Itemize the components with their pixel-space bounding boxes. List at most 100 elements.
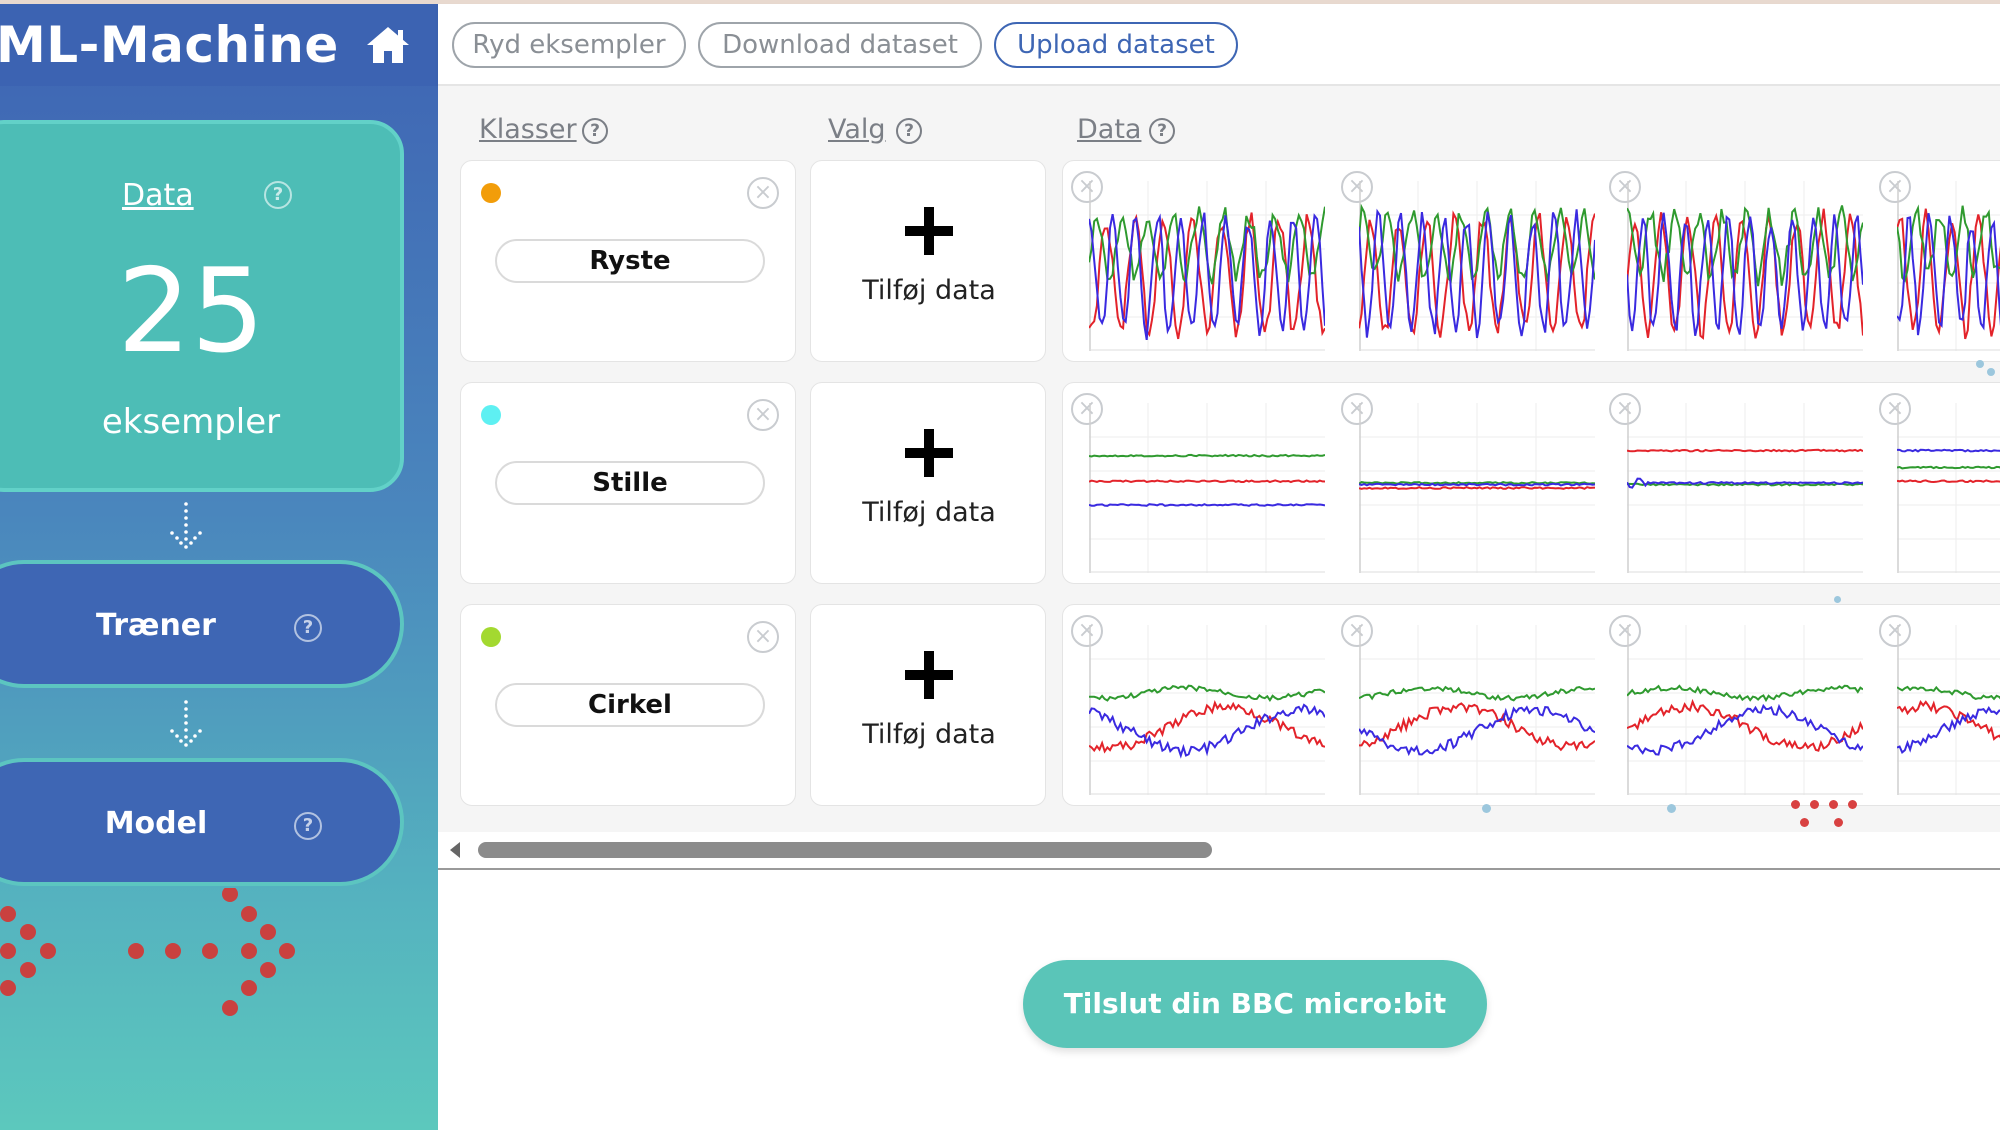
scroll-left-arrow-icon[interactable] xyxy=(450,842,460,858)
sample-plot xyxy=(1627,181,1863,351)
decorative-dot xyxy=(1829,800,1838,809)
help-icon[interactable]: ? xyxy=(294,812,322,840)
close-icon[interactable]: × xyxy=(1609,615,1641,647)
series-y-line xyxy=(1627,205,1863,287)
top-accent-line xyxy=(0,0,2000,4)
close-icon[interactable]: × xyxy=(747,177,779,209)
decorative-dot xyxy=(1667,804,1676,813)
gesture-name-field[interactable]: Stille xyxy=(495,461,765,505)
help-icon[interactable]: ? xyxy=(264,181,292,209)
trainer-step-button[interactable]: Træner ? xyxy=(0,560,404,688)
series-z-line xyxy=(1359,705,1595,757)
add-data-button[interactable]: Tilføj data xyxy=(810,382,1046,584)
close-icon[interactable]: × xyxy=(1071,171,1103,203)
close-icon[interactable]: × xyxy=(1609,171,1641,203)
toolbar: Ryd eksempler Download dataset Upload da… xyxy=(438,4,2000,86)
gesture-row: × Cirkel Tilføj data × × × xyxy=(438,604,2000,806)
sample-chart: × xyxy=(1601,161,1863,361)
decorative-dot xyxy=(1810,800,1819,809)
close-icon[interactable]: × xyxy=(747,621,779,653)
sample-plot xyxy=(1359,625,1595,795)
gesture-row: × Stille Tilføj data × × × xyxy=(438,382,2000,584)
trainer-step-label: Træner xyxy=(96,608,216,643)
series-z-line xyxy=(1897,213,2000,336)
help-icon[interactable]: ? xyxy=(1149,118,1175,144)
plus-icon xyxy=(905,651,953,699)
connect-microbit-button[interactable]: Tilslut din BBC micro:bit xyxy=(1023,960,1487,1048)
model-step-label: Model xyxy=(104,806,208,841)
sidebar: ML-Machine Data ? 25 eksempler Træner ? xyxy=(0,4,438,1130)
clear-examples-button[interactable]: Ryd eksempler xyxy=(452,22,686,68)
series-y-line xyxy=(1627,684,1863,703)
series-y-line xyxy=(1089,684,1325,703)
sample-plot xyxy=(1359,181,1595,351)
data-step-card[interactable]: Data ? 25 eksempler xyxy=(0,120,404,492)
sample-plot xyxy=(1897,403,2000,573)
gesture-name-field[interactable]: Cirkel xyxy=(495,683,765,727)
classes-column-header: Klasser xyxy=(479,114,577,145)
series-z-line xyxy=(1089,703,1325,759)
sample-plot xyxy=(1089,181,1325,351)
gesture-name-field[interactable]: Ryste xyxy=(495,239,765,283)
decorative-dot xyxy=(1834,596,1841,603)
close-icon[interactable]: × xyxy=(1341,171,1373,203)
series-y-line xyxy=(1359,203,1595,285)
close-icon[interactable]: × xyxy=(1879,171,1911,203)
arrow-down-icon xyxy=(170,700,202,747)
download-dataset-button[interactable]: Download dataset xyxy=(698,22,982,68)
help-icon[interactable]: ? xyxy=(582,118,608,144)
arrow-down-icon xyxy=(170,502,202,549)
sample-chart: × xyxy=(1871,161,2000,361)
close-icon[interactable]: × xyxy=(747,399,779,431)
data-main-panel: Klasser ? Valg ? Data ? × Ryste Tilføj d… xyxy=(438,86,2000,868)
model-step-button[interactable]: Model ? xyxy=(0,758,404,886)
series-z-line xyxy=(1627,703,1863,756)
sample-chart: × xyxy=(1063,161,1325,361)
gesture-color-dot xyxy=(481,627,501,647)
close-icon[interactable]: × xyxy=(1071,615,1103,647)
close-icon[interactable]: × xyxy=(1879,393,1911,425)
upload-dataset-button[interactable]: Upload dataset xyxy=(994,22,1238,68)
add-data-button[interactable]: Tilføj data xyxy=(810,604,1046,806)
series-z-line xyxy=(1627,477,1863,489)
add-data-label: Tilføj data xyxy=(862,497,996,528)
options-column-header: Valg xyxy=(828,114,886,145)
help-icon[interactable]: ? xyxy=(294,614,322,642)
horizontal-scrollbar[interactable] xyxy=(438,832,2000,868)
data-link[interactable]: Data xyxy=(122,178,194,213)
series-x-line xyxy=(1897,479,2000,484)
series-x-line xyxy=(1089,699,1325,754)
gesture-color-dot xyxy=(481,405,501,425)
decorative-dot xyxy=(1800,818,1809,827)
series-z-line xyxy=(1897,448,2000,453)
add-data-button[interactable]: Tilføj data xyxy=(810,160,1046,362)
sample-chart: × xyxy=(1333,605,1595,805)
plus-icon xyxy=(905,429,953,477)
sample-plot xyxy=(1359,403,1595,573)
sample-plot xyxy=(1089,403,1325,573)
sample-plot xyxy=(1089,625,1325,795)
close-icon[interactable]: × xyxy=(1609,393,1641,425)
app-title: ML-Machine xyxy=(0,16,339,74)
close-icon[interactable]: × xyxy=(1341,393,1373,425)
help-icon[interactable]: ? xyxy=(896,118,922,144)
series-x-line xyxy=(1897,699,2000,741)
gesture-card: × Stille xyxy=(460,382,796,584)
gesture-card: × Cirkel xyxy=(460,604,796,806)
close-icon[interactable]: × xyxy=(1879,615,1911,647)
sample-chart: × xyxy=(1333,161,1595,361)
close-icon[interactable]: × xyxy=(1341,615,1373,647)
samples-strip: × × × × xyxy=(1062,604,2000,806)
series-z-line xyxy=(1089,212,1325,341)
home-icon[interactable] xyxy=(365,25,411,65)
series-z-line xyxy=(1359,208,1595,339)
scrollbar-thumb[interactable] xyxy=(478,842,1212,858)
close-icon[interactable]: × xyxy=(1071,393,1103,425)
add-data-label: Tilføj data xyxy=(862,719,996,750)
series-y-line xyxy=(1897,465,2000,470)
series-x-line xyxy=(1627,448,1863,453)
samples-strip: × × × × xyxy=(1062,160,2000,362)
decorative-dot xyxy=(1791,800,1800,809)
sample-plot xyxy=(1627,403,1863,573)
decorative-dot xyxy=(1987,368,1995,376)
